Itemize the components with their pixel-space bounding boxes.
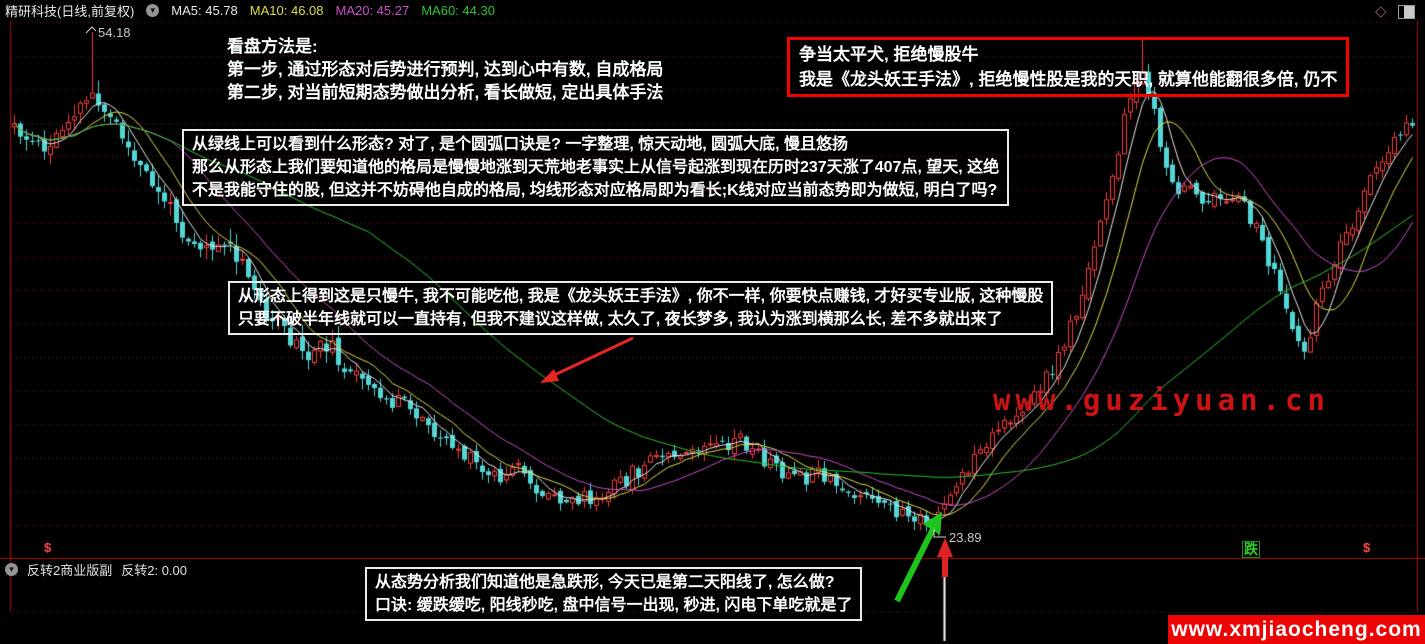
pattern-line: 不是我能守住的股, 但这并不妨碍他自成的格局, 均线形态对应格局即为看长;K线对…	[192, 182, 998, 199]
chart-header: 精研科技(日线,前复权) ▾ MA5: 45.78 MA10: 46.08 MA…	[0, 0, 495, 20]
ma20-label: MA20: 45.27	[335, 2, 410, 18]
website-banner: www.xmjiaocheng.com	[1168, 615, 1425, 644]
pattern-analysis-box: 从绿线上可以看到什么形态? 对了, 是个圆弧口诀是? 一字整理, 惊天动地, 圆…	[182, 129, 1010, 206]
slogan-line: 我是《龙头妖王手法》, 拒绝慢性股是我的天职, 就算他能翻很多倍, 仍不	[799, 70, 1338, 89]
fund-marker-left: $	[44, 540, 52, 555]
note-line: 看盘方法是:	[227, 37, 318, 56]
tactic-box: 从态势分析我们知道他是急跌形, 今天已是第二天阳线了, 怎么做? 口诀: 缓跌缓…	[365, 567, 863, 621]
ma5-label: MA5: 45.78	[171, 2, 238, 18]
website-text: www.xmjiaocheng.com	[1171, 617, 1422, 641]
indicator-panel-header: ▾ 反转2商业版副 反转2: 0.00	[5, 560, 187, 579]
slogan-line: 争当太平犬, 拒绝慢股牛	[799, 45, 979, 64]
slogan-box: 争当太平犬, 拒绝慢股牛 我是《龙头妖王手法》, 拒绝慢性股是我的天职, 就算他…	[787, 37, 1350, 97]
indicator-name: 反转2商业版副	[27, 563, 113, 578]
pattern-line: 那么从形态上我们要知道他的格局是慢慢地涨到天荒地老事实上从信号起涨到现在历时23…	[192, 159, 1000, 176]
panel-layout-icon-fill	[1404, 6, 1414, 18]
chevron-down-icon[interactable]: ▾	[5, 563, 18, 576]
method-note: 看盘方法是: 第一步, 通过形态对后势进行预判, 达到心中有数, 自成格局 第二…	[227, 35, 663, 104]
slow-bull-line: 从形态上得到这是只慢牛, 我不可能吃他, 我是《龙头妖王手法》, 你不一样, 你…	[238, 288, 1044, 305]
stock-title: 精研科技(日线,前复权)	[5, 3, 135, 19]
note-line: 第二步, 对当前短期态势做出分析, 看长做短, 定出具体手法	[227, 83, 664, 102]
tactic-line: 从态势分析我们知道他是急跌形, 今天已是第二天阳线了, 怎么做?	[375, 574, 835, 591]
watermark-text: www.guziyuan.cn	[993, 383, 1330, 417]
chevron-down-icon[interactable]: ▾	[146, 3, 160, 17]
note-line: 第一步, 通过形态对后势进行预判, 达到心中有数, 自成格局	[227, 60, 664, 79]
indicator-value: 反转2: 0.00	[121, 563, 187, 578]
slow-bull-box: 从形态上得到这是只慢牛, 我不可能吃他, 我是《龙头妖王手法》, 你不一样, 你…	[228, 281, 1054, 335]
slow-bull-line: 只要不破半年线就可以一直持有, 但我不建议这样做, 太久了, 夜长梦多, 我认为…	[238, 311, 1003, 328]
diamond-icon[interactable]: ◇	[1375, 3, 1387, 20]
pattern-line: 从绿线上可以看到什么形态? 对了, 是个圆弧口诀是? 一字整理, 惊天动地, 圆…	[192, 136, 849, 153]
high-price-label: 54.18	[98, 25, 131, 40]
ma10-label: MA10: 46.08	[249, 2, 324, 18]
fund-marker-right: $	[1363, 540, 1371, 555]
down-flag-badge: 跌	[1242, 541, 1260, 558]
tactic-line: 口诀: 缓跌缓吃, 阳线秒吃, 盘中信号一出现, 秒进, 闪电下单吃就是了	[375, 597, 853, 614]
panel-layout-icon[interactable]	[1398, 5, 1415, 19]
low-price-label: 23.89	[949, 530, 982, 545]
ma60-label: MA60: 44.30	[421, 2, 495, 18]
